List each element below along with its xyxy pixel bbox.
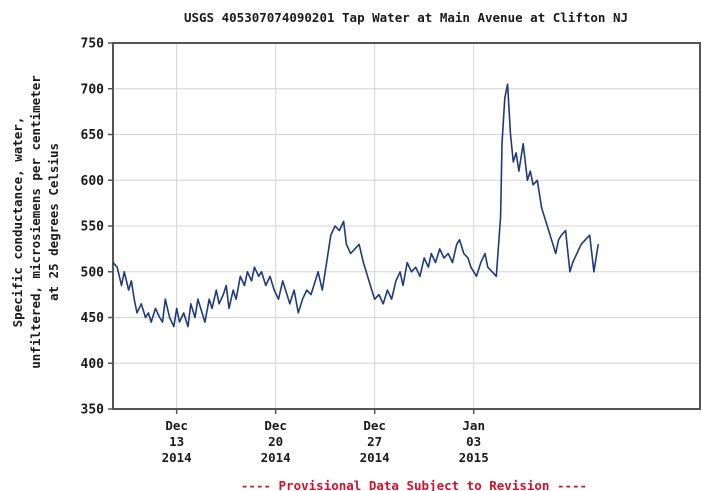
- y-tick-label: 400: [81, 357, 105, 372]
- y-axis-label-line-2: unfiltered, microsiemens per centimeter: [28, 75, 43, 369]
- x-tick-label: 2014: [162, 450, 192, 465]
- x-tick-label: 2014: [261, 450, 291, 465]
- y-axis-label-line-1: Specific conductance, water,: [10, 117, 25, 328]
- x-tick-label: 20: [268, 434, 283, 449]
- provisional-data-footnote: ---- Provisional Data Subject to Revisio…: [241, 478, 587, 491]
- grid: [113, 42, 700, 410]
- y-tick-label: 550: [81, 220, 105, 235]
- x-tick-label: 03: [466, 434, 481, 449]
- y-tick-label: 750: [81, 37, 105, 52]
- x-tick-label: Dec: [363, 418, 386, 433]
- y-tick-label: 650: [81, 128, 105, 143]
- y-axis-label: Specific conductance, water, unfiltered,…: [10, 75, 61, 369]
- series-line: [112, 83, 599, 328]
- y-tick-label: 500: [81, 265, 105, 280]
- x-tick-label: 13: [169, 434, 184, 449]
- x-tick-label: Jan: [462, 418, 485, 433]
- x-tick-label: 27: [367, 434, 382, 449]
- x-tick-label: 2015: [459, 450, 489, 465]
- y-tick-label: 600: [81, 174, 105, 189]
- x-tick-label: Dec: [264, 418, 287, 433]
- y-axis-label-line-3: at 25 degrees Celsius: [46, 143, 61, 301]
- y-axis-ticks: 350 400 450 500 550 600 650 700 750: [81, 37, 113, 418]
- x-tick-label: 2014: [360, 450, 390, 465]
- y-tick-label: 350: [81, 403, 105, 418]
- chart-title: USGS 405307074090201 Tap Water at Main A…: [184, 10, 628, 25]
- x-tick-label: Dec: [165, 418, 188, 433]
- y-tick-label: 450: [81, 311, 105, 326]
- y-tick-label: 700: [81, 82, 105, 97]
